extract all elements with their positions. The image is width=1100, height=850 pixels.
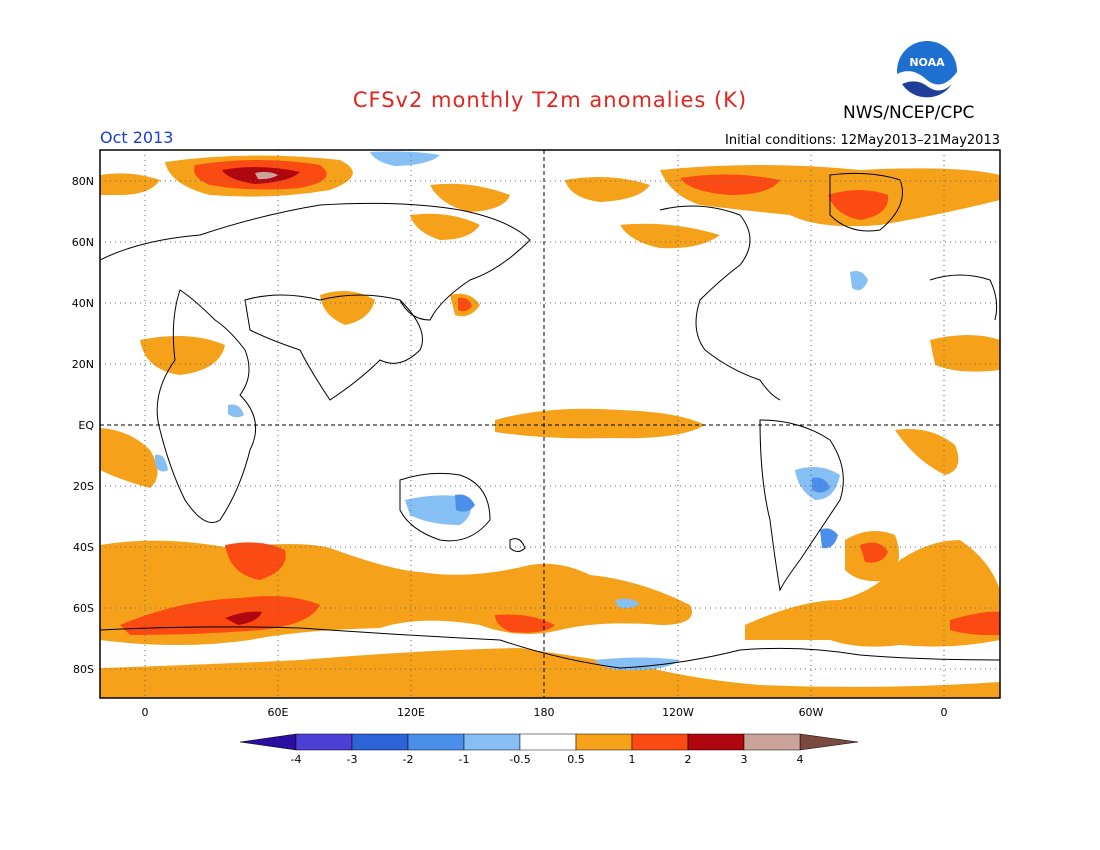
lat-label: 40N (72, 297, 94, 310)
reference-lines (100, 150, 1000, 698)
colorbar-segment (575, 733, 633, 751)
colorbar-label: 2 (685, 753, 692, 766)
warm-band-south-atlantic (745, 540, 1000, 647)
lat-label: 80N (72, 175, 94, 188)
colorbar-label: -0.5 (509, 753, 530, 766)
extreme-warm-arctic (255, 171, 278, 180)
lat-label: 60N (72, 236, 94, 249)
colorbar-label: -2 (403, 753, 414, 766)
lat-label: EQ (78, 419, 94, 432)
strong-warm-weddell (950, 611, 1000, 636)
strong-warm-ross-sea (495, 614, 555, 633)
cool-africa (228, 404, 244, 418)
colorbar-label: 3 (741, 753, 748, 766)
warm-south-atlantic-west (100, 428, 158, 488)
colorbar-label: 4 (797, 753, 804, 766)
cool-australia (405, 495, 472, 525)
agency-label: NWS/NCEP/CPC (843, 103, 975, 123)
colorbar-segment (407, 733, 465, 751)
cool-south-america-core (812, 477, 830, 493)
cool-argentina (820, 528, 838, 549)
coastlines (100, 172, 1000, 669)
lon-label: 0 (941, 706, 948, 719)
page-title: CFSv2 monthly T2m anomalies (K) (352, 88, 748, 112)
cool-pacific-south (615, 598, 640, 608)
noaa-logo-icon: NOAA (897, 41, 957, 102)
warm-arctic-left-edge (100, 173, 160, 195)
lat-label: 20N (72, 358, 94, 371)
colorbar-low-arrow (239, 733, 297, 751)
colorbar-segment (519, 733, 577, 751)
colorbar-label: -4 (291, 753, 302, 766)
strong-warm-japan (458, 297, 472, 312)
strong-warm-southern-ocean (120, 596, 320, 635)
warm-patch-ne-asia (410, 213, 480, 240)
lon-label: 180 (534, 706, 555, 719)
map-frame (99, 149, 1001, 699)
lat-label: 40S (73, 541, 94, 554)
cool-north-atlantic (850, 271, 868, 291)
lon-label: 120E (397, 706, 425, 719)
lon-label: 120W (662, 706, 694, 719)
colorbar-label: -1 (459, 753, 470, 766)
cool-west-africa (155, 454, 168, 472)
strong-warm-greenland (828, 190, 889, 220)
colorbar-label: -3 (347, 753, 358, 766)
colorbar-segment (687, 733, 745, 751)
warm-south-atlantic-east (895, 429, 959, 475)
cool-arctic-kara (370, 151, 440, 166)
strong-warm-s-atlantic (860, 542, 888, 563)
colorbar-segment (295, 733, 353, 751)
warm-band-tropical-pacific (495, 408, 705, 439)
warm-patch-siberia (430, 183, 510, 212)
valid-month: Oct 2013 (100, 128, 174, 147)
lat-label: 80S (73, 663, 94, 676)
very-warm-southern-ocean (225, 611, 262, 625)
colorbar-segment (631, 733, 689, 751)
warm-band-antarctic-coast (100, 648, 1000, 698)
strong-warm-indian-ocean (225, 542, 286, 580)
colorbar-segment (743, 733, 801, 751)
anomaly-field (100, 150, 1000, 698)
colorbar-label: 1 (629, 753, 636, 766)
colorbar-high-arrow (799, 733, 859, 751)
cool-australia-core (455, 494, 475, 512)
lon-label: 60E (268, 706, 289, 719)
lat-labels: 80N 60N 40N 20N EQ 20S 40S 60S 80S (72, 175, 95, 676)
lat-label: 20S (73, 480, 94, 493)
lon-labels: 0 60E 120E 180 120W 60W 0 (142, 706, 948, 719)
colorbar-label: 0.5 (567, 753, 585, 766)
colorbar-segment (351, 733, 409, 751)
initial-conditions: Initial conditions: 12May2013–21May2013 (725, 133, 1000, 148)
lon-label: 60W (799, 706, 824, 719)
lat-label: 60S (73, 602, 94, 615)
strong-warm-arctic-america (680, 174, 780, 195)
svg-text:NOAA: NOAA (909, 56, 945, 69)
warm-arabian-right (930, 335, 1000, 372)
grid-lines (100, 150, 1000, 698)
warm-north-africa (140, 336, 225, 375)
warm-patch-bering (565, 176, 650, 202)
warm-central-asia (320, 291, 375, 325)
lon-label: 0 (142, 706, 149, 719)
colorbar-segment (463, 733, 521, 751)
colorbar: -4 -3 -2 -1 -0.5 0.5 1 2 3 4 (239, 733, 859, 766)
